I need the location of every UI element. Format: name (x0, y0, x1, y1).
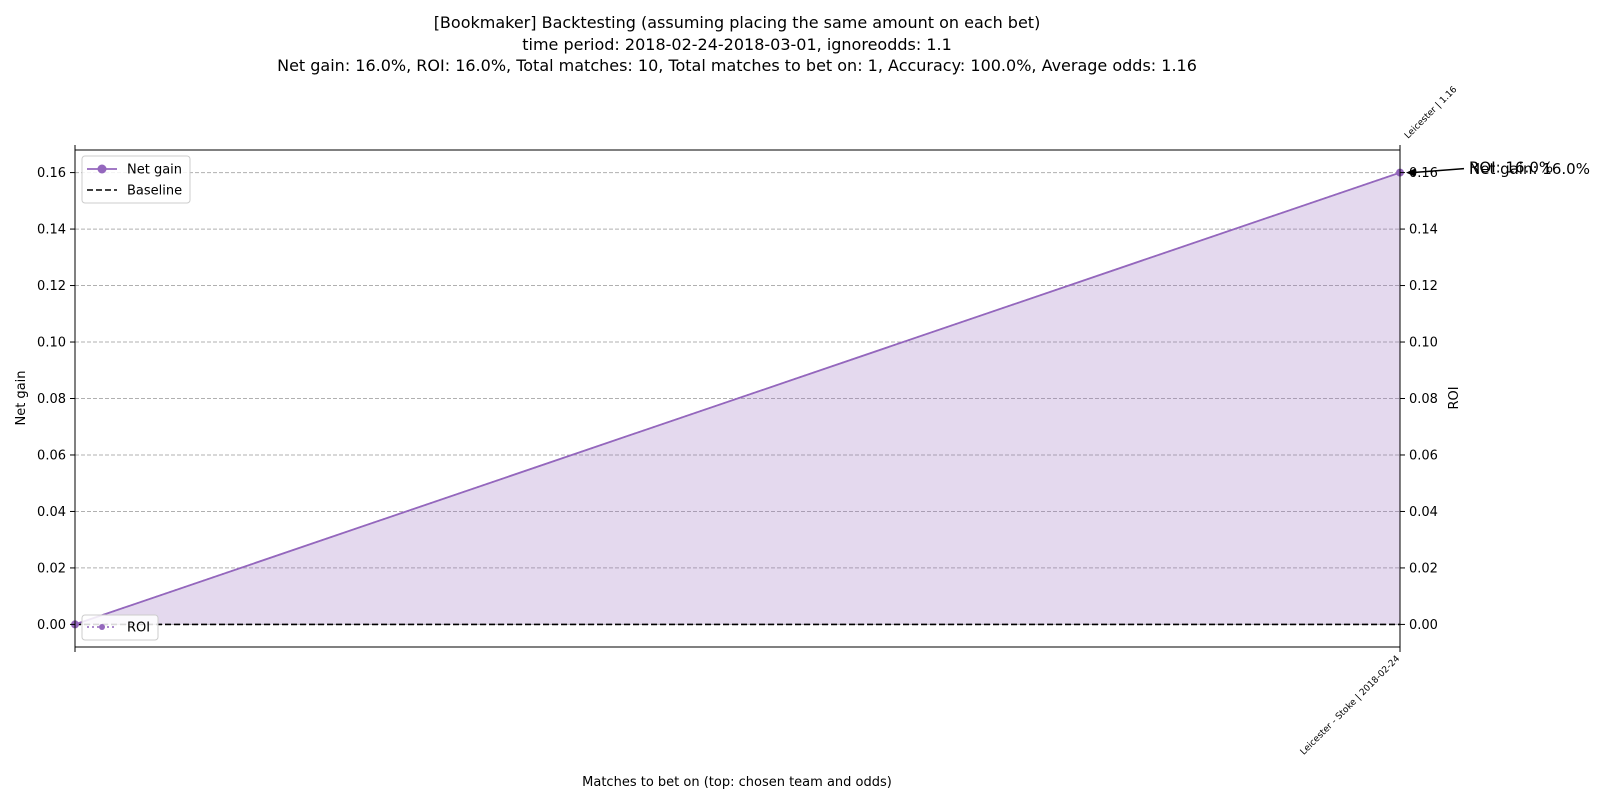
y-axis-label-right: ROI (1447, 386, 1462, 409)
chart-title-line-3: Net gain: 16.0%, ROI: 16.0%, Total match… (277, 56, 1197, 75)
right-y-axis-ticks: 0.00 0.02 0.04 0.06 0.08 0.10 0.12 0.14 0.16 (1400, 166, 1438, 633)
right-tick-label: 0.14 (1409, 223, 1438, 238)
chart-title-line-2: time period: 2018-02-24-2018-03-01, igno… (522, 35, 952, 54)
legend-net-gain-marker (97, 164, 107, 174)
left-tick-label: 0.12 (37, 279, 66, 294)
left-tick-label: 0.02 (37, 561, 66, 576)
left-y-axis-ticks: 0.00 0.02 0.04 0.06 0.08 0.10 0.12 0.14 0.16 (37, 166, 75, 633)
roi-series-line (74, 171, 1401, 626)
legend-secondary-box (81, 614, 159, 641)
legend-baseline-label: Baseline (127, 184, 182, 199)
right-tick-label: 0.02 (1409, 561, 1438, 576)
legend-net-gain-label: Net gain (127, 163, 182, 178)
left-tick-label: 0.06 (37, 448, 66, 463)
right-tick-label: 0.04 (1409, 505, 1438, 520)
legend-primary-box (81, 155, 191, 204)
left-tick-label: 0.08 (37, 392, 66, 407)
annotation-net-gain: Net gain: 16.0% (1469, 160, 1590, 178)
left-tick-label: 0.10 (37, 336, 66, 351)
right-tick-label: 0.16 (1409, 166, 1438, 181)
annotation-arrowhead (1406, 168, 1415, 177)
left-tick-label: 0.16 (37, 166, 66, 181)
right-tick-label: 0.10 (1409, 336, 1438, 351)
left-tick-label: 0.00 (37, 618, 66, 633)
x-tick-label-bottom: Leicester - Stoke | 2018-02-24 (1299, 654, 1402, 757)
chart-title-line-1: [Bookmaker] Backtesting (assuming placin… (434, 13, 1041, 32)
legend-primary: Net gain Baseline (81, 155, 191, 204)
grid-lines (75, 172, 1400, 625)
left-tick-label: 0.14 (37, 223, 66, 238)
legend-roi-marker (99, 624, 105, 630)
right-tick-label: 0.12 (1409, 279, 1438, 294)
annotations: ROI: 16.0% Net gain: 16.0% (1406, 159, 1590, 178)
x-tick-label-top: Leicester | 1.16 (1403, 85, 1459, 141)
legend-secondary: ROI (81, 614, 159, 641)
annotation-roi: ROI: 16.0% (1469, 159, 1553, 177)
x-axis-label: Matches to bet on (top: chosen team and … (582, 775, 892, 790)
right-tick-label: 0.08 (1409, 392, 1438, 407)
y-axis-label-left: Net gain (14, 370, 29, 425)
annotation-arrow (1411, 167, 1465, 174)
legend-roi-label: ROI (127, 621, 150, 636)
right-tick-label: 0.06 (1409, 448, 1438, 463)
right-tick-label: 0.00 (1409, 618, 1438, 633)
left-tick-label: 0.04 (37, 505, 66, 520)
